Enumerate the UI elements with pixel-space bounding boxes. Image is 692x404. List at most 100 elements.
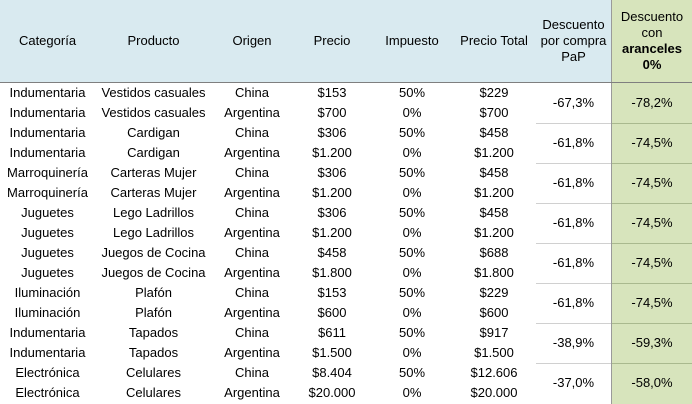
cell-categoria: Indumentaria <box>9 85 86 100</box>
cell-origen: Argentina <box>224 385 280 400</box>
cell-total: $688 <box>479 245 509 260</box>
cell-producto: Carteras Mujer <box>110 165 197 180</box>
group-divider <box>536 123 611 124</box>
cell-impuesto: 0% <box>402 385 422 400</box>
header-impuesto: Impuesto <box>385 33 439 48</box>
cell-descuento-pap: -61,8% <box>552 255 595 270</box>
cell-categoria: Juguetes <box>21 245 74 260</box>
header-precio: Precio <box>313 33 351 48</box>
cell-categoria: Iluminación <box>14 305 81 320</box>
cell-total: $458 <box>479 125 509 140</box>
header-origen: Origen <box>232 33 272 48</box>
cell-total: $600 <box>479 305 509 320</box>
cell-impuesto: 50% <box>398 125 426 140</box>
table-row: Iluminación Plafón Argentina $600 0% $600 <box>0 303 611 323</box>
cell-categoria: Indumentaria <box>9 125 86 140</box>
group-divider <box>612 203 692 204</box>
group-divider <box>536 203 611 204</box>
cell-total: $1.200 <box>474 145 514 160</box>
cell-origen: Argentina <box>224 225 280 240</box>
cell-descuento-aranceles: -74,5% <box>631 255 673 270</box>
table-row: Juguetes Lego Ladrillos Argentina $1.200 0% $… <box>0 223 611 243</box>
cell-total: $458 <box>479 165 509 180</box>
cell-categoria: Indumentaria <box>9 345 86 360</box>
cell-impuesto: 0% <box>402 145 422 160</box>
group-divider <box>612 363 692 364</box>
table-row: Indumentaria Vestidos casuales Argentina $7… <box>0 103 611 123</box>
cell-producto: Tapados <box>128 345 179 360</box>
cell-descuento-aranceles: -74,5% <box>631 175 673 190</box>
cell-precio: $306 <box>317 125 347 140</box>
cell-descuento-aranceles: -78,2% <box>631 95 673 110</box>
cell-total: $458 <box>479 205 509 220</box>
cell-descuento-pap: -67,3% <box>552 95 595 110</box>
cell-origen: China <box>235 285 269 300</box>
cell-origen: China <box>235 325 269 340</box>
cell-producto: Cardigan <box>127 125 180 140</box>
header-descuento-aranceles-line2: con <box>641 25 663 40</box>
cell-impuesto: 50% <box>398 165 426 180</box>
table-row: Indumentaria Cardigan Argentina $1.200 0% $1.… <box>0 143 611 163</box>
table-row: Marroquinería Carteras Mujer China $306 50% $… <box>0 163 611 183</box>
cell-origen: China <box>235 165 269 180</box>
cell-impuesto: 50% <box>398 285 426 300</box>
group-divider <box>612 243 692 244</box>
cell-total: $1.800 <box>474 265 514 280</box>
cell-precio: $306 <box>317 165 347 180</box>
cell-producto: Vestidos casuales <box>101 85 206 100</box>
cell-precio: $1.800 <box>312 265 352 280</box>
cell-producto: Lego Ladrillos <box>113 205 194 220</box>
cell-total: $229 <box>479 285 509 300</box>
cell-producto: Juegos de Cocina <box>101 265 206 280</box>
group-divider <box>612 283 692 284</box>
cell-impuesto: 0% <box>402 345 422 360</box>
cell-precio: $611 <box>318 325 346 340</box>
table-row: Indumentaria Vestidos casuales China $153 50… <box>0 83 611 103</box>
cell-producto: Vestidos casuales <box>101 105 206 120</box>
cell-impuesto: 50% <box>398 365 426 380</box>
cell-producto: Celulares <box>126 365 181 380</box>
cell-origen: Argentina <box>224 145 280 160</box>
cell-descuento-pap: -38,9% <box>552 335 595 350</box>
cell-categoria: Indumentaria <box>9 325 86 340</box>
header-descuento-aranceles-line3: aranceles <box>622 41 682 56</box>
cell-precio: $700 <box>317 105 347 120</box>
group-divider <box>536 283 611 284</box>
cell-total: $12.606 <box>470 365 518 380</box>
cell-origen: Argentina <box>224 105 280 120</box>
cell-impuesto: 50% <box>398 205 426 220</box>
group-divider <box>612 163 692 164</box>
cell-producto: Cardigan <box>127 145 180 160</box>
header-producto: Producto <box>127 33 180 48</box>
table-header: Categoría Producto Origen Precio Impuest… <box>0 0 692 82</box>
table-row: Juguetes Lego Ladrillos China $306 50% $458 <box>0 203 611 223</box>
cell-producto: Carteras Mujer <box>110 185 197 200</box>
cell-precio: $600 <box>317 305 347 320</box>
table-row: Juguetes Juegos de Cocina China $458 50% $688 <box>0 243 611 263</box>
cell-categoria: Juguetes <box>21 225 74 240</box>
cell-origen: Argentina <box>224 305 280 320</box>
cell-categoria: Electrónica <box>15 365 80 380</box>
cell-total: $1.200 <box>474 185 514 200</box>
cell-precio: $8.404 <box>312 365 352 380</box>
cell-descuento-pap: -61,8% <box>552 295 595 310</box>
header-descuento-aranceles: Descuento con aranceles 0% <box>611 0 692 82</box>
cell-precio: $1.200 <box>312 145 352 160</box>
cell-impuesto: 50% <box>398 325 426 340</box>
cell-origen: China <box>235 125 269 140</box>
header-categoria: Categoría <box>18 33 77 48</box>
cell-producto: Plafón <box>135 305 172 320</box>
table-row: Indumentaria Tapados China $611 50% $917 <box>0 323 611 343</box>
cell-descuento-aranceles: -74,5% <box>631 215 673 230</box>
table-row: Electrónica Celulares Argentina $20.000 0% $2… <box>0 383 611 403</box>
cell-total: $700 <box>479 105 509 120</box>
cell-total: $917 <box>479 325 509 340</box>
cell-impuesto: 50% <box>398 245 426 260</box>
cell-precio: $1.200 <box>312 185 352 200</box>
table-row: Indumentaria Cardigan China $306 50% $458 <box>0 123 611 143</box>
group-divider <box>612 123 692 124</box>
cell-precio: $153 <box>317 285 347 300</box>
cell-impuesto: 0% <box>402 225 422 240</box>
cell-descuento-pap: -37,0% <box>552 375 595 390</box>
